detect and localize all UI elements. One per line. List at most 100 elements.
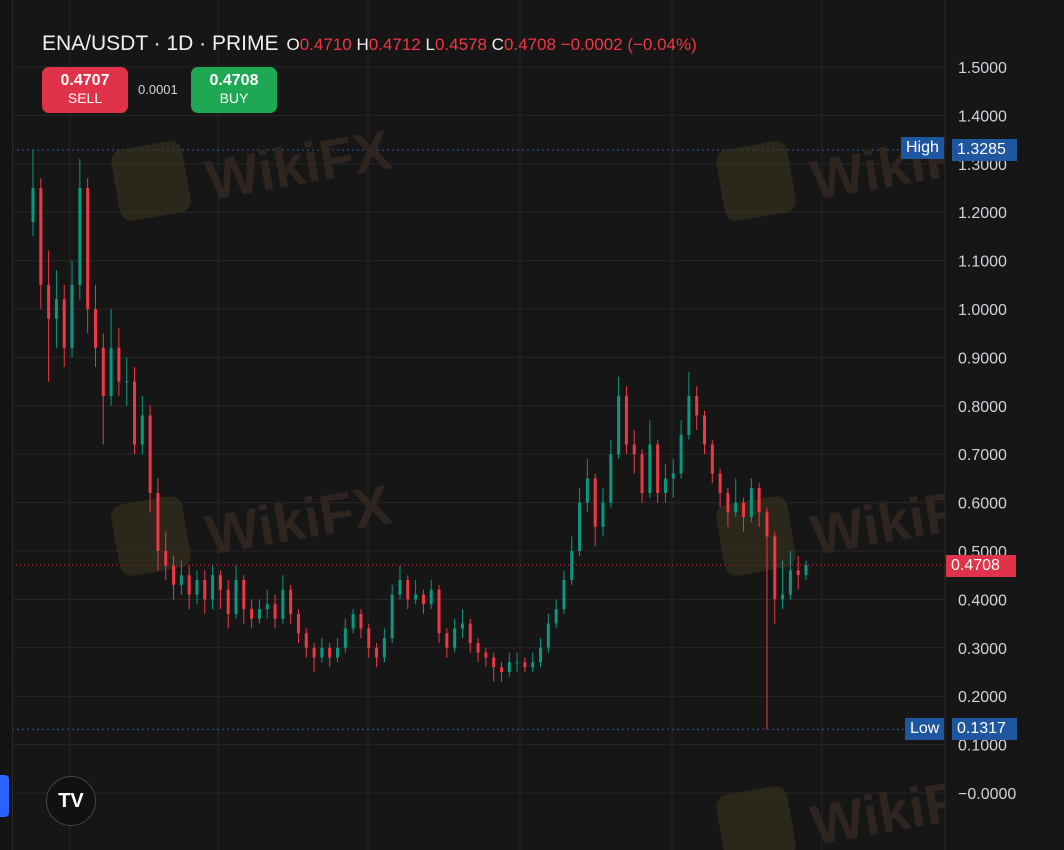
candle-body	[499, 667, 503, 672]
candle-body	[804, 565, 808, 576]
drawing-toolbar[interactable]	[0, 0, 13, 850]
low-value: 0.4578	[434, 35, 487, 54]
toolbar-toggle-button[interactable]	[0, 775, 9, 817]
candle-body	[39, 188, 43, 285]
candle-body	[546, 623, 550, 648]
y-tick-label: 1.4000	[958, 108, 1007, 125]
candle-body	[453, 628, 457, 648]
y-tick-label: 1.3000	[958, 157, 1007, 174]
candle-body	[367, 628, 371, 648]
candle-body	[351, 613, 355, 629]
high-value: 0.4712	[368, 35, 421, 54]
candle-body	[31, 188, 35, 222]
candle-body	[773, 536, 777, 600]
y-tick-label: 0.7000	[958, 447, 1007, 464]
sell-label: SELL	[67, 90, 103, 106]
candle-body	[78, 188, 82, 285]
candle-body	[593, 478, 597, 527]
candle-body	[375, 647, 379, 658]
watermark-logo	[111, 141, 191, 221]
buy-price: 0.4708	[209, 72, 259, 89]
candle-body	[93, 309, 97, 348]
watermark-logo	[716, 786, 796, 850]
candle-body	[359, 613, 363, 629]
candle-body	[421, 594, 425, 605]
y-tick-label: 1.2000	[958, 205, 1007, 222]
candle-body	[296, 613, 300, 634]
last-price-label: 0.4708	[946, 555, 1016, 577]
open-label: O	[286, 35, 300, 54]
y-tick-label: 1.1000	[958, 254, 1007, 271]
ohlc-values: O0.4710 H0.4712 L0.4578 C0.4708 −0.0002 …	[286, 35, 696, 55]
candle-body	[390, 594, 394, 639]
high-label: H	[356, 35, 369, 54]
candle-body	[54, 299, 58, 319]
candle-body	[648, 444, 652, 493]
candle-body	[578, 502, 582, 551]
candle-body	[749, 488, 753, 518]
candle-body	[718, 473, 722, 493]
candle-body	[687, 396, 691, 435]
candle-body	[148, 415, 152, 493]
candle-body	[640, 454, 644, 493]
candle-body	[179, 575, 183, 585]
candle-body	[531, 662, 535, 668]
candle-body	[265, 604, 269, 610]
candle-body	[507, 662, 511, 672]
y-tick-label: 0.1000	[958, 738, 1007, 755]
high-marker-value: 1.3285	[952, 139, 1017, 161]
sell-button[interactable]: 0.4707 SELL	[42, 67, 128, 113]
candle-body	[336, 647, 340, 658]
candle-body	[429, 589, 433, 605]
candle-body	[601, 502, 605, 527]
close-label: C	[491, 35, 504, 54]
grid	[12, 0, 945, 850]
candle-body	[710, 444, 714, 474]
candle-body	[234, 580, 238, 614]
candle-body	[460, 623, 464, 629]
candle-body	[343, 628, 347, 648]
candle-body	[484, 652, 488, 658]
candle-body	[788, 570, 792, 595]
candle-body	[523, 662, 527, 668]
candle-body	[101, 347, 105, 397]
buy-button[interactable]: 0.4708 BUY	[191, 67, 277, 113]
candle-body	[406, 580, 410, 600]
candle-body	[757, 488, 761, 513]
candle-body	[742, 502, 746, 518]
close-value: 0.4708	[503, 35, 556, 54]
candle-body	[86, 188, 90, 309]
candle-body	[414, 594, 418, 600]
candle-body	[492, 657, 496, 668]
candle-body	[656, 444, 660, 493]
y-tick-label: 0.3000	[958, 641, 1007, 658]
candle-body	[140, 415, 144, 445]
candle-body	[663, 478, 667, 493]
candle-body	[632, 444, 636, 455]
tradingview-logo[interactable]: TV	[46, 776, 96, 826]
symbol-title[interactable]: ENA/USDT · 1D · PRIME	[42, 32, 279, 55]
candle-body	[218, 575, 222, 590]
y-tick-label: 0.2000	[958, 689, 1007, 706]
candle-body	[398, 580, 402, 595]
candle-body	[320, 647, 324, 658]
candle-body	[609, 454, 613, 503]
candle-body	[125, 381, 129, 383]
watermark-text: WikiFX	[201, 117, 395, 211]
candle-body	[679, 434, 683, 474]
candle-body	[702, 415, 706, 445]
candle-body	[211, 575, 215, 600]
watermark-logo	[111, 496, 191, 576]
candle-body	[328, 647, 332, 658]
candle-body	[554, 609, 558, 624]
y-tick-label: 0.8000	[958, 399, 1007, 416]
candle-body	[109, 347, 113, 397]
candle-body	[765, 512, 769, 537]
candle-body	[695, 396, 699, 416]
candle-body	[468, 623, 472, 643]
candle-body	[195, 580, 199, 595]
chart-legend: ENA/USDT · 1D · PRIME O0.4710 H0.4712 L0…	[42, 32, 697, 56]
candle-body	[726, 492, 730, 513]
watermark-text: WikiFX	[201, 472, 395, 566]
candle-body	[562, 580, 566, 610]
